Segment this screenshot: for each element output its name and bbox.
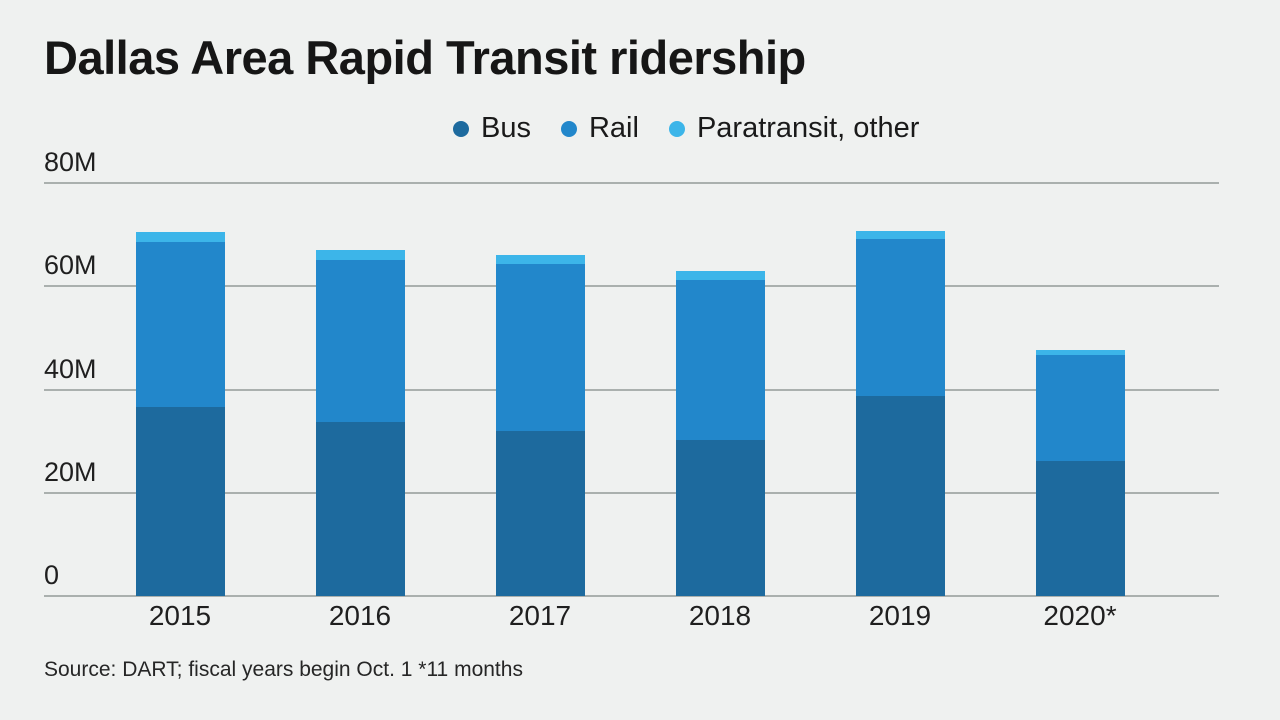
legend-label-rail: Rail <box>588 112 639 144</box>
legend-item-paratransit: Paratransit, other <box>668 112 920 145</box>
bar-2015-paratransit-segment <box>135 231 225 243</box>
legend-label-paratransit: Paratransit, other <box>696 112 920 144</box>
gridline-20m <box>44 491 1219 494</box>
bar-2018-bus-segment <box>675 440 765 596</box>
legend-label-bus: Bus <box>481 112 531 144</box>
plot-area: 0 20M 40M 60M 80M <box>44 149 1219 597</box>
y-tick-label-40m: 40M <box>44 353 97 384</box>
legend-item-bus: Bus <box>453 112 531 145</box>
bar-2018-paratransit-segment <box>675 271 765 281</box>
bar-2019-rail-segment <box>855 239 945 397</box>
bar-2016-paratransit-segment <box>315 249 405 260</box>
bar-2019-bus-segment <box>855 396 945 596</box>
chart-title: Dallas Area Rapid Transit ridership <box>44 31 806 84</box>
legend-item-rail: Rail <box>560 112 639 145</box>
gridline-60m <box>44 285 1219 288</box>
bar-2015-rail-segment <box>135 242 225 408</box>
y-tick-label-80m: 80M <box>44 147 97 177</box>
gridline-80m <box>44 182 1219 184</box>
x-tick-label-2015: 2015 <box>148 600 212 631</box>
y-tick-label-0: 0 <box>44 560 60 590</box>
bar-2018-rail-segment <box>675 280 765 441</box>
y-tick-label-60m: 60M <box>44 250 97 281</box>
gridline-0 <box>44 595 1219 597</box>
bar-2020-bus-segment <box>1035 461 1125 596</box>
bar-2017-bus-segment <box>495 431 585 596</box>
bar-2016-bus-segment <box>315 422 405 596</box>
legend-dot-bus-icon <box>453 120 469 137</box>
y-tick-label-20m: 20M <box>44 456 97 487</box>
legend-dot-rail-icon <box>560 120 577 137</box>
gridline-40m <box>44 388 1219 391</box>
bar-2018 <box>675 183 765 596</box>
bar-2020-paratransit-segment <box>1035 350 1125 356</box>
bar-2017 <box>495 183 585 596</box>
x-tick-label-2018: 2018 <box>688 600 752 631</box>
legend: Bus Rail Paratransit, other <box>453 112 919 145</box>
bar-2019-paratransit-segment <box>855 230 945 240</box>
bar-2017-rail-segment <box>495 263 585 432</box>
x-tick-label-2019: 2019 <box>868 600 932 631</box>
source-note: Source: DART; fiscal years begin Oct. 1 … <box>44 658 523 681</box>
bar-2015-bus-segment <box>135 407 225 596</box>
legend-dot-paratransit-icon <box>668 120 685 137</box>
bar-2019 <box>855 183 945 596</box>
bar-2017-paratransit-segment <box>495 255 585 264</box>
bar-2015 <box>135 183 225 596</box>
bar-2020-rail-segment <box>1035 355 1125 462</box>
bar-2016 <box>315 183 405 596</box>
bar-2020 <box>1035 183 1125 596</box>
bar-2016-rail-segment <box>315 259 405 423</box>
x-tick-label-2016: 2016 <box>328 600 392 631</box>
x-tick-label-2020: 2020* <box>1043 600 1117 631</box>
x-tick-label-2017: 2017 <box>508 600 572 631</box>
